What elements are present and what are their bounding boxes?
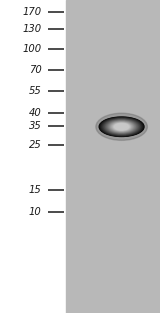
Text: 25: 25 xyxy=(29,140,42,150)
Bar xyxy=(0,0,66,313)
Text: 35: 35 xyxy=(29,121,42,131)
Ellipse shape xyxy=(108,121,135,132)
Ellipse shape xyxy=(111,122,132,131)
Ellipse shape xyxy=(106,120,138,134)
Text: 15: 15 xyxy=(29,185,42,195)
Ellipse shape xyxy=(116,124,128,129)
Ellipse shape xyxy=(109,121,134,132)
Ellipse shape xyxy=(110,122,133,132)
Ellipse shape xyxy=(116,125,127,129)
Ellipse shape xyxy=(106,120,137,133)
Bar xyxy=(66,0,160,313)
Text: 70: 70 xyxy=(29,65,42,75)
Ellipse shape xyxy=(99,117,144,136)
Ellipse shape xyxy=(104,119,139,134)
Text: 40: 40 xyxy=(29,108,42,118)
Text: 130: 130 xyxy=(22,24,42,34)
Ellipse shape xyxy=(96,113,147,140)
Ellipse shape xyxy=(113,123,130,131)
Ellipse shape xyxy=(108,121,135,133)
Ellipse shape xyxy=(107,121,136,133)
Ellipse shape xyxy=(114,123,130,130)
Ellipse shape xyxy=(105,120,138,134)
Ellipse shape xyxy=(100,117,143,136)
Ellipse shape xyxy=(111,122,132,131)
Ellipse shape xyxy=(103,119,140,135)
Ellipse shape xyxy=(101,118,142,136)
Text: 100: 100 xyxy=(22,44,42,54)
Text: 55: 55 xyxy=(29,86,42,96)
Ellipse shape xyxy=(114,124,129,130)
Ellipse shape xyxy=(102,118,141,135)
Ellipse shape xyxy=(115,124,128,130)
Text: 170: 170 xyxy=(22,7,42,17)
Text: 10: 10 xyxy=(29,207,42,217)
Ellipse shape xyxy=(112,123,131,131)
Ellipse shape xyxy=(104,119,140,135)
Ellipse shape xyxy=(101,118,143,136)
